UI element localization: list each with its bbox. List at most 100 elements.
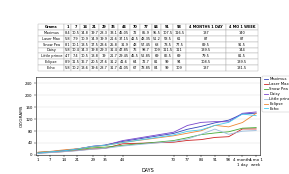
Little prince xyxy=(186,138,189,140)
Echo xyxy=(48,151,52,153)
Line: Eclipse: Eclipse xyxy=(38,113,256,152)
Echo xyxy=(76,148,79,150)
Snow Pea xyxy=(121,144,124,146)
Laser Max xyxy=(103,147,107,149)
Echo xyxy=(121,142,124,144)
Daisy xyxy=(199,121,203,123)
Echo xyxy=(172,134,175,136)
Eclipse xyxy=(213,124,217,126)
Daisy xyxy=(103,144,107,147)
Snow Pea xyxy=(254,126,258,129)
Daisy xyxy=(227,121,230,123)
Eclipse xyxy=(36,151,40,153)
Daisy xyxy=(241,112,244,114)
Little prince xyxy=(213,128,217,130)
Little prince xyxy=(36,152,40,155)
Little prince xyxy=(172,140,175,142)
Snow Pea xyxy=(103,146,107,148)
Maximus xyxy=(172,132,175,135)
Little prince xyxy=(227,133,230,135)
Echo xyxy=(213,124,217,126)
Maximus xyxy=(186,128,189,130)
Laser Max xyxy=(227,136,230,138)
Snow Pea xyxy=(91,147,95,149)
Maximus xyxy=(121,140,124,143)
Echo xyxy=(227,121,230,123)
Snow Pea xyxy=(36,151,40,153)
Little prince xyxy=(62,151,65,153)
Eclipse xyxy=(103,145,107,147)
Line: Echo: Echo xyxy=(38,114,256,153)
Snow Pea xyxy=(213,132,217,134)
Snow Pea xyxy=(76,149,79,151)
Daisy xyxy=(121,140,124,142)
Snow Pea xyxy=(186,137,189,139)
Echo xyxy=(199,129,203,131)
Maximus xyxy=(62,149,65,152)
Maximus xyxy=(76,148,79,150)
Little prince xyxy=(91,148,95,150)
Eclipse xyxy=(172,135,175,137)
Legend: Maximus, Laser Max, Snow Pea, Daisy, Little prince, Eclipse, Echo: Maximus, Laser Max, Snow Pea, Daisy, Lit… xyxy=(262,76,289,112)
Laser Max xyxy=(241,128,244,130)
Maximus xyxy=(36,151,40,153)
Daisy xyxy=(254,111,258,113)
Y-axis label: OZ/GRAMS: OZ/GRAMS xyxy=(20,105,24,127)
Daisy xyxy=(36,152,40,154)
Laser Max xyxy=(48,151,52,153)
Maximus xyxy=(254,112,258,114)
Eclipse xyxy=(199,130,203,132)
Line: Maximus: Maximus xyxy=(38,113,256,152)
Little prince xyxy=(103,147,107,149)
Echo xyxy=(91,145,95,147)
Little prince xyxy=(48,152,52,154)
Daisy xyxy=(186,124,189,126)
Snow Pea xyxy=(227,131,230,133)
Maximus xyxy=(91,145,95,148)
Line: Laser Max: Laser Max xyxy=(38,129,256,153)
Little prince xyxy=(241,130,244,132)
Line: Daisy: Daisy xyxy=(38,112,256,153)
Snow Pea xyxy=(172,140,175,142)
Eclipse xyxy=(241,121,244,124)
Laser Max xyxy=(91,148,95,150)
Little prince xyxy=(121,145,124,147)
Snow Pea xyxy=(62,150,65,152)
Snow Pea xyxy=(48,151,52,153)
Daisy xyxy=(62,150,65,152)
Eclipse xyxy=(76,148,79,150)
X-axis label: DAYS: DAYS xyxy=(142,168,155,173)
Echo xyxy=(254,115,258,117)
Laser Max xyxy=(76,149,79,151)
Line: Snow Pea: Snow Pea xyxy=(38,128,256,152)
Maximus xyxy=(241,113,244,115)
Eclipse xyxy=(91,146,95,148)
Laser Max xyxy=(213,136,217,139)
Echo xyxy=(241,113,244,115)
Daisy xyxy=(172,131,175,133)
Echo xyxy=(62,150,65,152)
Eclipse xyxy=(121,141,124,144)
Echo xyxy=(186,130,189,132)
Line: Little prince: Little prince xyxy=(38,129,256,153)
Daisy xyxy=(213,121,217,123)
Daisy xyxy=(48,151,52,153)
Laser Max xyxy=(254,128,258,130)
Laser Max xyxy=(36,152,40,154)
Laser Max xyxy=(172,141,175,143)
Maximus xyxy=(103,144,107,146)
Laser Max xyxy=(62,151,65,153)
Maximus xyxy=(48,151,52,153)
Eclipse xyxy=(227,126,230,128)
Laser Max xyxy=(199,139,203,141)
Little prince xyxy=(199,133,203,135)
Echo xyxy=(36,152,40,154)
Eclipse xyxy=(62,149,65,151)
Daisy xyxy=(76,148,79,150)
Eclipse xyxy=(186,132,189,134)
Echo xyxy=(103,144,107,147)
Little prince xyxy=(254,129,258,132)
Maximus xyxy=(199,125,203,127)
Eclipse xyxy=(48,150,52,152)
Eclipse xyxy=(254,112,258,114)
